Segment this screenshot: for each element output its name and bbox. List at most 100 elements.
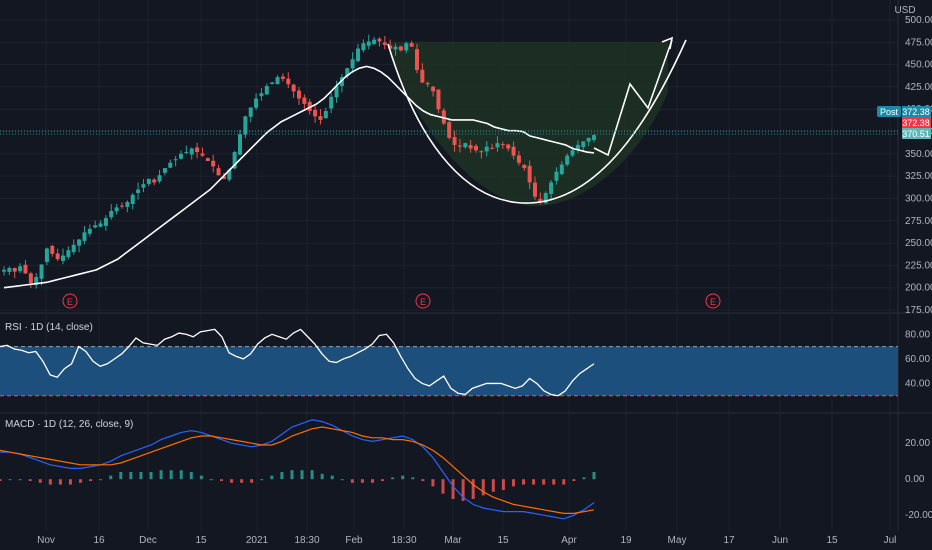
earnings-marker-3[interactable]: E (705, 293, 721, 309)
candle-down (447, 122, 452, 138)
cup-fill-area (388, 42, 668, 207)
time-tick-label: 18:30 (294, 535, 319, 546)
macd-histogram-bar (310, 470, 314, 480)
candle-up (93, 225, 98, 228)
candle-up (109, 210, 114, 218)
candle-up (334, 86, 339, 98)
macd-histogram-bar (532, 479, 536, 485)
candle-up (570, 150, 575, 156)
candle-up (238, 134, 242, 155)
candle-down (457, 145, 462, 147)
macd-histogram-bar (159, 470, 163, 480)
candle-down (441, 110, 446, 124)
macd-tick-label: -20.00 (905, 510, 932, 521)
currency-label: USD (894, 5, 915, 16)
price-tick-label: 200.00 (905, 283, 932, 294)
candle-down (280, 76, 285, 79)
candle-up (61, 255, 65, 261)
time-tick-label: Dec (139, 535, 157, 546)
time-tick-label: May (668, 535, 687, 546)
macd-histogram-bar (199, 475, 203, 480)
candle-down (431, 86, 436, 92)
post-badge: Post (877, 106, 901, 117)
candle-up (146, 178, 151, 184)
macd-histogram-bar (119, 472, 123, 480)
candle-up (136, 189, 141, 193)
candle-down (506, 144, 511, 149)
candle-up (227, 169, 232, 180)
candle-down (205, 158, 210, 161)
candle-down (425, 82, 430, 85)
candle-up (232, 152, 237, 169)
candle-up (270, 82, 275, 84)
candle-up (18, 266, 23, 272)
rsi-tick-label: 80.00 (905, 329, 930, 340)
candle-down (318, 116, 323, 120)
candle-down (468, 145, 473, 149)
rsi-panel (0, 328, 898, 397)
candle-down (297, 90, 301, 99)
time-tick-label: 2021 (246, 535, 269, 546)
earnings-marker-1[interactable]: E (62, 293, 78, 309)
macd-histogram-bar (99, 479, 103, 481)
candle-up (114, 207, 119, 212)
signal-line (0, 426, 595, 514)
candle-up (173, 159, 178, 161)
candle-up (248, 107, 253, 117)
candle-up (243, 116, 248, 135)
candle-up (7, 268, 12, 272)
candle-up (179, 153, 183, 159)
candle-down (516, 155, 521, 163)
candle-down (50, 245, 55, 254)
time-tick-label: Nov (37, 535, 55, 546)
macd-histogram-bar (89, 479, 93, 481)
candle-up (44, 248, 49, 262)
candle-down (12, 268, 17, 272)
candle-down (23, 264, 28, 274)
candle-up (463, 143, 468, 148)
macd-histogram-bar (330, 475, 334, 480)
candle-up (264, 86, 269, 95)
candle-down (152, 179, 157, 183)
macd-histogram-bar (461, 479, 465, 501)
candle-up (39, 264, 44, 279)
candle-down (415, 49, 419, 70)
candle-up (125, 202, 130, 207)
last-price-badge: 370.51 (902, 128, 931, 139)
candle-up (162, 168, 167, 173)
macd-histogram-bar (38, 479, 42, 483)
candle-up (66, 250, 71, 258)
candle-up (71, 244, 76, 253)
candle-down (533, 182, 537, 197)
price-tick-label: 475.00 (905, 37, 932, 48)
candle-down (479, 151, 484, 153)
earnings-marker-2[interactable]: E (415, 293, 431, 309)
macd-histogram-bar (290, 470, 294, 480)
candle-down (195, 147, 200, 153)
macd-histogram-bar (270, 475, 274, 480)
time-tick-label: Jul (884, 535, 897, 546)
macd-histogram-bar (129, 472, 133, 480)
candle-up (361, 43, 366, 51)
current-price-badge: 372.38 (902, 117, 931, 128)
macd-histogram-bar (68, 479, 72, 485)
price-tick-label: 425.00 (905, 82, 932, 93)
candle-up (189, 148, 194, 155)
macd-histogram-bar (260, 479, 264, 481)
macd-histogram-bar (401, 475, 405, 480)
candle-down (377, 38, 382, 42)
macd-histogram-bar (350, 479, 354, 483)
macd-histogram-bar (209, 479, 213, 481)
candle-up (549, 182, 554, 194)
candle-up (82, 232, 87, 241)
candle-up (329, 96, 334, 109)
candle-down (490, 147, 495, 149)
svg-text:E: E (710, 297, 716, 307)
macd-histogram-bar (371, 479, 375, 483)
candle-down (382, 42, 387, 45)
macd-histogram-bar (511, 479, 515, 487)
candle-down (28, 273, 33, 284)
candle-up (254, 98, 259, 108)
macd-histogram-bar (381, 479, 385, 481)
